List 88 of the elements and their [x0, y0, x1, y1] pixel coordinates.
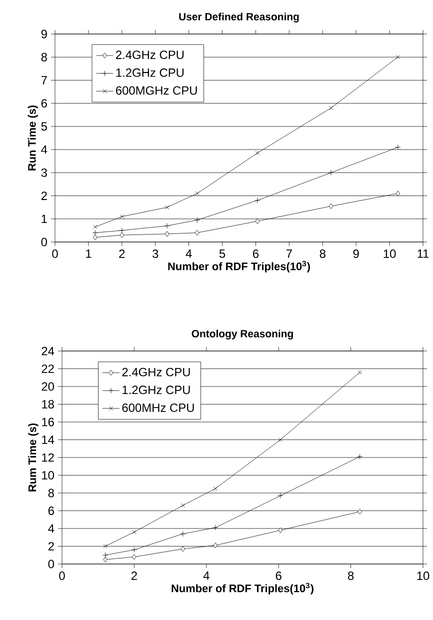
point	[395, 144, 401, 150]
x-tick-label: 6	[276, 572, 282, 580]
y-tick-label: 0	[41, 238, 48, 246]
legend-label: 2.4GHz CPU	[122, 368, 190, 376]
x-tick-label: 5	[219, 250, 226, 258]
point	[254, 198, 260, 204]
x-tick-label: 0	[59, 572, 65, 580]
y-tick-label: 16	[42, 418, 54, 426]
point	[278, 527, 283, 534]
y-tick-label: 1	[42, 214, 47, 223]
x-tick-label: 4	[203, 572, 210, 580]
point	[93, 234, 98, 240]
x-tick-label: 9	[353, 250, 359, 258]
x-tick-label: 8	[320, 250, 326, 258]
y-tick-label: 2	[41, 192, 47, 200]
point	[180, 503, 185, 508]
y-tick-label: 5	[41, 122, 47, 131]
point	[165, 205, 170, 210]
point	[93, 224, 98, 230]
y-tick-label: 20	[42, 382, 54, 391]
y-tick-label: 2	[48, 542, 54, 550]
point	[255, 218, 260, 224]
point	[255, 150, 260, 156]
y-tick-label: 7	[41, 76, 47, 84]
legend-label: 1.2GHz CPU	[116, 68, 184, 77]
point	[120, 214, 124, 219]
x-tick-label: 7	[286, 250, 292, 258]
x-tick-label: 10	[384, 250, 396, 258]
y-axis-title: Run Time (s)	[28, 105, 38, 170]
point	[328, 170, 334, 176]
legend-label: 600MHz CPU	[122, 404, 194, 412]
point	[103, 556, 108, 562]
point	[164, 231, 170, 237]
x-axis-title: Number of RDF Triples(10$^{3}$)	[172, 582, 314, 594]
point	[213, 486, 218, 491]
y-tick-label: 0	[48, 560, 54, 568]
point	[328, 106, 334, 110]
legend-label: 600MGHz CPU	[116, 86, 197, 95]
chart-title: Ontology Reasoning	[192, 330, 293, 340]
x-tick-label: 10	[417, 572, 430, 580]
point	[212, 524, 218, 530]
point	[213, 542, 218, 548]
x-tick-label: 4	[186, 250, 192, 258]
y-tick-label: 10	[42, 471, 54, 480]
point	[132, 554, 136, 560]
y-tick-label: 14	[42, 436, 54, 444]
point	[180, 531, 186, 537]
x-tick-label: 2	[131, 572, 137, 580]
x-axis-title: Number of RDF Triples(10$^{3}$)	[168, 260, 310, 272]
point	[328, 203, 334, 209]
y-tick-label: 18	[42, 400, 54, 408]
y-tick-label: 24	[42, 346, 54, 356]
point	[119, 228, 125, 234]
y-tick-label: 8	[48, 488, 54, 498]
x-tick-label: 6	[253, 250, 259, 258]
point	[180, 546, 186, 552]
y-tick-label: 4	[41, 145, 48, 154]
y-axis-title: Rum Time (s)	[28, 423, 38, 492]
point	[120, 232, 124, 238]
legend-label: 2.4GHz CPU	[116, 50, 184, 60]
point	[194, 217, 200, 223]
point	[278, 492, 284, 498]
y-tick-label: 9	[41, 30, 47, 38]
point	[396, 55, 400, 60]
chart-title: User Defined Reasoning	[179, 12, 299, 23]
x-tick-label: 3	[152, 250, 158, 258]
legend-label: 1.2GHz CPU	[122, 386, 190, 394]
point	[103, 544, 108, 548]
point	[358, 370, 362, 374]
y-tick-label: 6	[41, 99, 47, 108]
point	[195, 191, 200, 196]
x-tick-label: 8	[348, 572, 354, 580]
y-tick-label: 3	[41, 168, 47, 177]
point	[164, 223, 170, 229]
x-tick-label: 1	[86, 250, 92, 258]
y-tick-label: 22	[42, 364, 54, 373]
point	[278, 438, 282, 442]
y-tick-label: 12	[42, 453, 54, 462]
x-tick-label: 11	[418, 250, 429, 258]
y-tick-label: 4	[48, 524, 54, 533]
point	[396, 190, 400, 196]
y-tick-label: 6	[48, 506, 54, 515]
point	[358, 508, 362, 514]
point	[357, 454, 363, 460]
point	[131, 547, 138, 553]
point	[132, 530, 136, 534]
y-tick-label: 8	[41, 52, 47, 62]
x-tick-label: 2	[119, 250, 125, 258]
